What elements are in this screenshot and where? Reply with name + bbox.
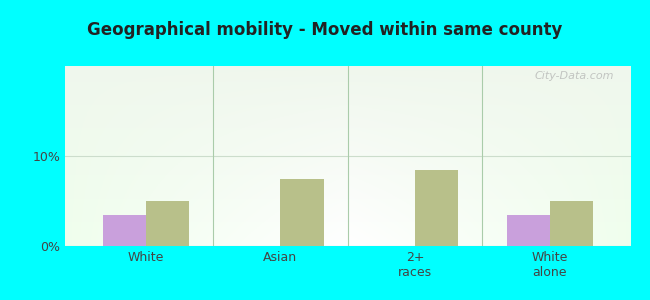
Bar (506, 214, 550, 246)
Bar (146, 201, 189, 246)
Bar (550, 201, 593, 246)
Text: City-Data.com: City-Data.com (534, 71, 614, 81)
Bar (103, 214, 146, 246)
Text: Geographical mobility - Moved within same county: Geographical mobility - Moved within sam… (87, 21, 563, 39)
Bar (415, 169, 458, 246)
Bar (280, 178, 324, 246)
